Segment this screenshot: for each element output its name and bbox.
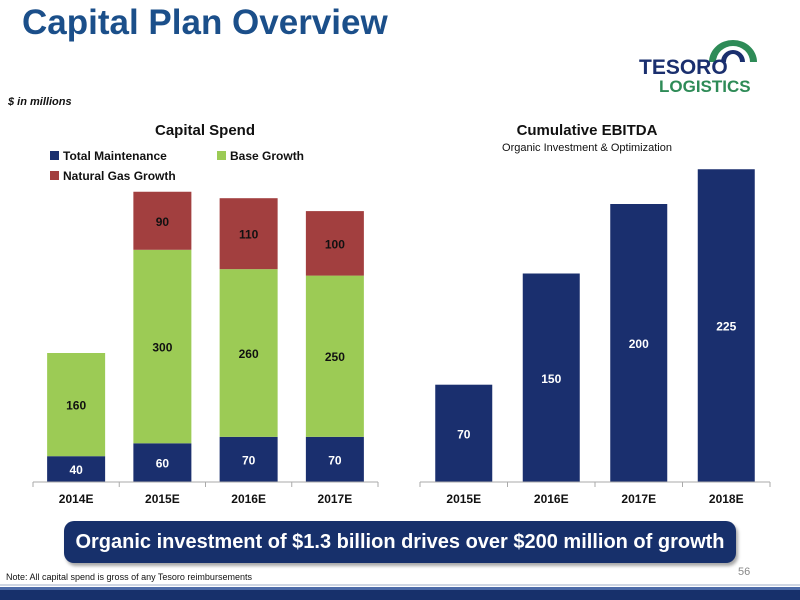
bar-2016E-2 [219,198,278,270]
tesoro-logistics-logo: TESORO LOGISTICS [639,40,757,96]
ebitda-x-tick-label-2017E: 2017E [621,492,656,506]
ebitda-data-label-2018E: 225 [716,320,736,334]
page-title: Capital Plan Overview [22,3,388,42]
footnote: Note: All capital spend is gross of any … [6,572,252,582]
ebitda-x-tick-label-2016E: 2016E [534,492,569,506]
data-label-2014E-1: 160 [66,399,86,413]
units-label: $ in millions [8,96,72,108]
data-label-2014E-0: 40 [69,463,83,477]
ebitda-bar-2016E [522,273,580,482]
capital-spend-title: Capital Spend [155,122,255,139]
ebitda-data-label-2016E: 150 [541,372,561,386]
data-label-2016E-0: 70 [242,453,256,467]
bar-2015E-2 [133,191,192,250]
ebitda-x-tick-label-2015E: 2015E [446,492,481,506]
bar-2016E-1 [219,269,278,437]
data-label-2017E-2: 100 [325,237,345,251]
logo-text-logistics: LOGISTICS [659,77,751,96]
ebitda-x-tick-label-2018E: 2018E [709,492,744,506]
x-tick-label-2016E: 2016E [231,492,266,506]
footer-rule [0,584,800,586]
data-label-2015E-0: 60 [156,457,170,471]
ebitda-data-label-2017E: 200 [629,337,649,351]
legend-swatch-1 [217,151,226,160]
logo-text-tesoro: TESORO [639,56,728,79]
data-label-2015E-2: 90 [156,215,170,229]
data-label-2016E-1: 260 [239,347,259,361]
ebitda-bar-2015E [435,384,493,482]
ebitda-subtitle: Organic Investment & Optimization [502,142,672,154]
legend-label-1: Base Growth [230,149,304,163]
footer-stripe [0,587,800,590]
title-bar: Capital Plan Overview [0,0,800,52]
summary-banner: Organic investment of $1.3 billion drive… [64,521,736,563]
ebitda-title: Cumulative EBITDA [517,122,658,139]
x-tick-label-2014E: 2014E [59,492,94,506]
bar-2014E-1 [47,353,106,457]
bar-2015E-1 [133,249,192,444]
ebitda-bar-2018E [697,169,755,482]
bar-2016E-0 [219,436,278,482]
legend-label-0: Total Maintenance [63,149,167,163]
ebitda-bar-2017E [610,204,668,482]
bar-2017E-1 [305,275,364,437]
legend-swatch-2 [50,171,59,180]
page-number: 56 [738,566,751,578]
data-label-2017E-0: 70 [328,453,342,467]
data-label-2017E-1: 250 [325,350,345,364]
charts-canvas: Capital Spend Total Maintenance Base Growt… [32,122,771,506]
x-tick-label-2017E: 2017E [318,492,353,506]
logo-arc-icon [709,40,757,62]
bar-2017E-0 [305,436,364,482]
bar-2015E-0 [133,443,192,482]
ebitda-data-label-2015E: 70 [457,427,471,441]
data-label-2015E-1: 300 [152,341,172,355]
legend-label-2: Natural Gas Growth [63,169,176,183]
legend-swatch-0 [50,151,59,160]
footer-bar [0,590,800,600]
x-tick-label-2015E: 2015E [145,492,180,506]
bar-2017E-2 [305,211,364,276]
data-label-2016E-2: 110 [239,228,259,242]
bar-2014E-0 [47,456,106,482]
